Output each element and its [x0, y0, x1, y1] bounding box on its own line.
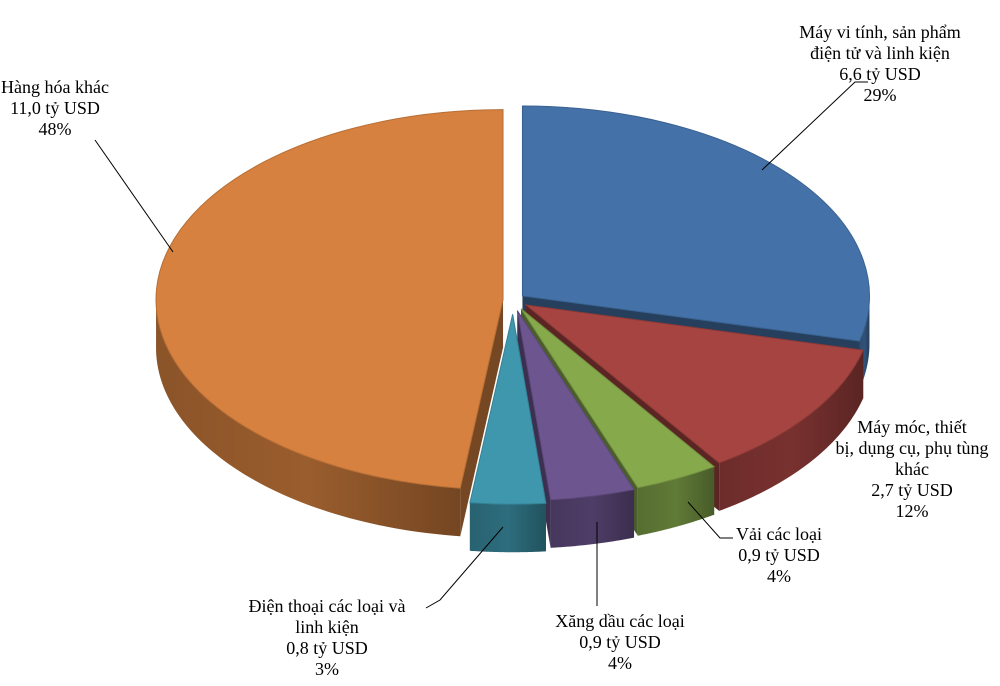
- slice-phones-components: [469, 314, 547, 505]
- slice-fabrics-leader-line: [687, 501, 733, 539]
- slice-phones-components-label-line: 0,8 tỷ USD: [286, 638, 368, 658]
- slice-other-goods-wall-shading: [156, 302, 461, 537]
- leader-lines: [94, 81, 868, 609]
- slice-computers-electronics-label-line: điện tử và linh kiện: [810, 43, 950, 63]
- slice-computers-electronics-leader-line: [761, 81, 868, 171]
- slice-other-goods-radial-wall: [460, 299, 504, 537]
- slice-other-goods-label-line: 11,0 tỷ USD: [10, 98, 100, 118]
- slice-fabrics-label: Vải các loại 0,9 tỷ USD 4%: [736, 524, 822, 586]
- slice-fabrics-label-line: Vải các loại: [736, 524, 822, 544]
- slice-fabrics: [520, 308, 716, 489]
- slice-machinery-equipment-label-line: Máy móc, thiết: [857, 417, 966, 437]
- slice-phones-components-label: Điện thoại các loại và linh kiện 0,8 tỷ US…: [249, 596, 406, 679]
- slice-petroleum-label-line: 4%: [608, 653, 632, 673]
- slice-petroleum-label-line: 0,9 tỷ USD: [579, 632, 661, 652]
- slice-machinery-equipment-label-line: 2,7 tỷ USD: [871, 480, 953, 500]
- slice-other-goods-label: Hàng hóa khác 11,0 tỷ USD 48%: [1, 77, 109, 139]
- slice-machinery-equipment-label: Máy móc, thiết bị, dụng cụ, phụ tùng khác 2…: [836, 417, 989, 521]
- slice-machinery-equipment-label-line: 12%: [896, 501, 929, 521]
- slice-petroleum-label: Xăng dầu các loại 0,9 tỷ USD 4%: [555, 611, 684, 673]
- slice-machinery-equipment-label-line: bị, dụng cụ, phụ tùng: [836, 438, 989, 458]
- slice-computers-electronics-label: Máy vi tính, sản phẩm điện tử và linh kiệ…: [799, 22, 960, 105]
- slice-petroleum: [516, 310, 635, 501]
- slice-phones-components-label-line: 3%: [315, 659, 339, 679]
- slice-phones-components-wall-shading: [469, 502, 546, 553]
- slice-machinery-equipment-wall-shading: [719, 350, 864, 511]
- slice-computers-electronics-label-line: 6,6 tỷ USD: [839, 64, 921, 84]
- slice-phones-components-label-line: Điện thoại các loại và: [249, 596, 406, 616]
- slice-petroleum-label-line: Xăng dầu các loại: [555, 611, 684, 631]
- slice-other-goods: [155, 109, 504, 489]
- slice-other-goods-label-line: Hàng hóa khác: [1, 77, 109, 97]
- slice-computers-electronics-label-line: Máy vi tính, sản phẩm: [799, 22, 960, 42]
- slice-phones-components-leader-line: [425, 526, 504, 609]
- slice-machinery-equipment: [524, 304, 864, 464]
- slice-computers-electronics-label-line: 29%: [864, 85, 897, 105]
- slice-computers-electronics: [521, 105, 870, 342]
- slice-petroleum-wall-shading: [550, 489, 635, 548]
- slice-other-goods-label-line: 48%: [39, 119, 72, 139]
- slice-phones-components-label-line: linh kiện: [295, 617, 359, 637]
- slice-machinery-equipment-label-line: khác: [895, 459, 929, 479]
- slice-labels: Máy vi tính, sản phẩm điện tử và linh kiệ…: [1, 22, 988, 679]
- slice-other-goods-leader-line: [94, 139, 174, 253]
- pie-top-faces: [155, 105, 870, 505]
- slice-fabrics-label-line: 0,9 tỷ USD: [738, 545, 820, 565]
- slice-fabrics-label-line: 4%: [767, 566, 791, 586]
